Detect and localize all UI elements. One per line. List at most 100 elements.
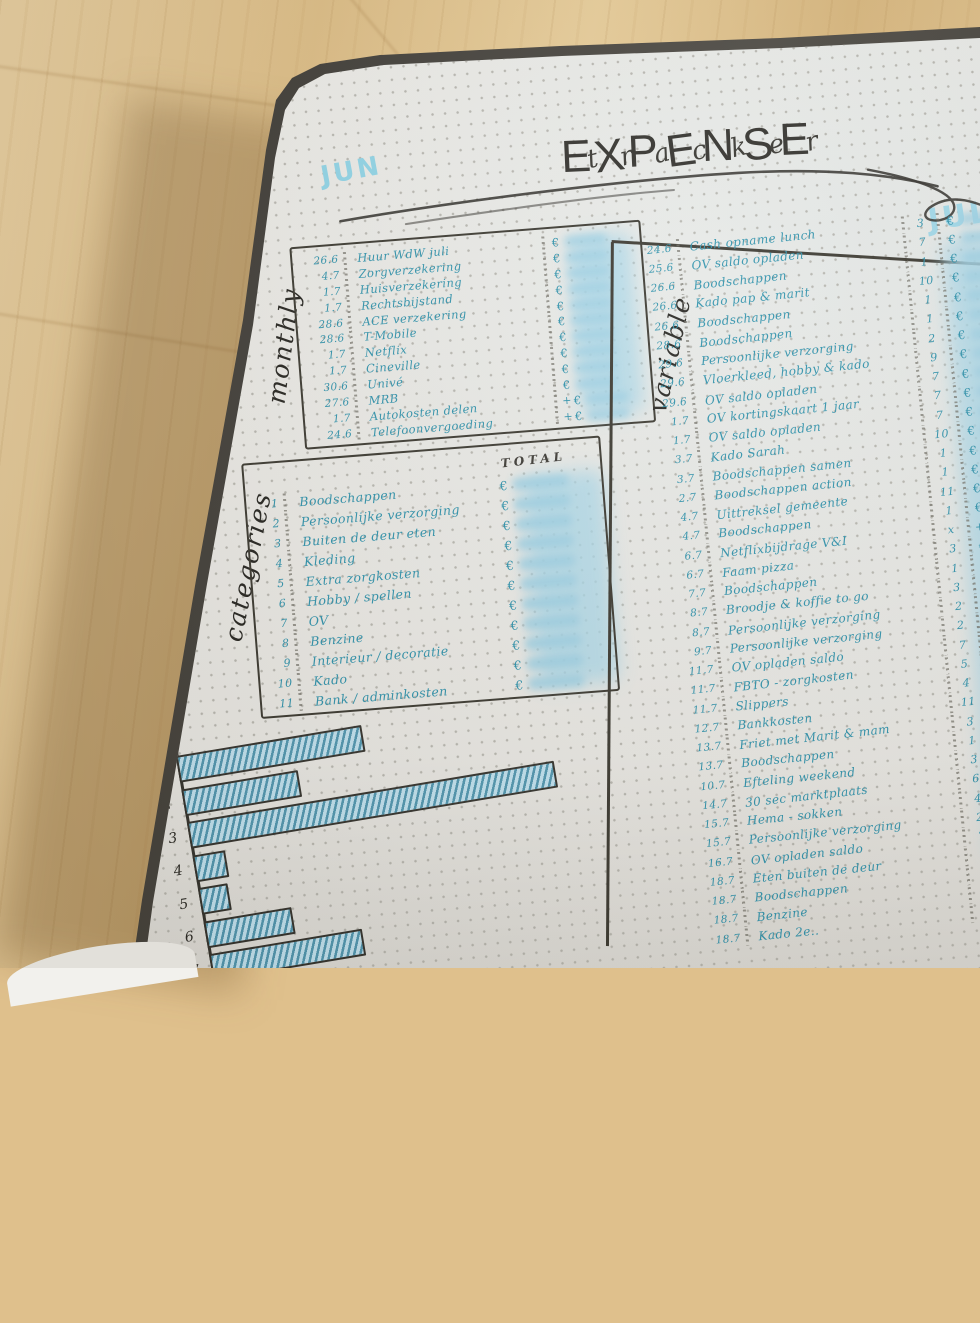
dotted-divider <box>544 268 548 282</box>
blurred-amount <box>963 249 980 264</box>
dotted-divider <box>929 504 934 521</box>
expense-date: 1.7 <box>311 412 352 427</box>
expense-date: 18.7 <box>698 874 735 890</box>
dotted-divider <box>964 848 969 865</box>
category-number: 10 <box>268 676 293 691</box>
dotted-divider <box>926 465 931 482</box>
blurred-amount <box>573 344 616 357</box>
expense-date: 16.7 <box>697 855 734 871</box>
dotted-divider <box>953 385 958 402</box>
expense-date: 24.6 <box>635 242 672 258</box>
euro-sign: € <box>510 617 520 633</box>
dotted-divider <box>958 791 963 808</box>
blurred-amount <box>569 297 612 310</box>
dotted-divider <box>697 450 702 467</box>
total-column-header: TOTAL <box>500 449 567 470</box>
blurred-amount <box>520 574 577 590</box>
dotted-divider <box>733 813 738 830</box>
euro-sign: € <box>965 405 974 420</box>
dotted-divider <box>545 284 549 298</box>
euro-sign: € <box>560 346 569 361</box>
euro-sign: € <box>951 270 960 285</box>
dotted-divider <box>546 300 550 314</box>
dotted-divider <box>955 404 960 421</box>
blurred-amount <box>516 514 573 530</box>
dotted-divider <box>906 274 911 291</box>
page-title: EtXrPaEcNkSeEr <box>403 99 975 196</box>
dotted-divider <box>905 255 910 272</box>
dotted-divider <box>949 695 954 712</box>
dotted-divider <box>970 906 975 923</box>
dotted-divider <box>962 829 967 846</box>
dotted-divider <box>552 379 556 393</box>
euro-sign: € <box>499 477 509 493</box>
category-number: 6 <box>262 596 287 611</box>
expense-date: 4.7 <box>299 269 340 284</box>
dotted-divider <box>355 410 359 424</box>
euro-sign: € <box>559 330 568 345</box>
variable-rows: 24.6 Cash opname lunch 3 € 25.6 OV saldo… <box>635 202 980 951</box>
expense-date: 13.7 <box>685 740 722 756</box>
expense-category-number: 4 <box>955 676 978 691</box>
expense-category-number: 1 <box>938 503 961 518</box>
dotted-divider <box>685 335 690 352</box>
expense-date: 1.7 <box>654 434 691 450</box>
dotted-divider <box>945 657 950 674</box>
expense-date: 11.7 <box>679 683 716 699</box>
dotted-divider <box>941 270 946 287</box>
expense-category-number: 10 <box>915 273 938 288</box>
category-number: 8 <box>265 636 290 651</box>
euro-sign: € <box>552 251 561 266</box>
dotted-divider <box>745 928 750 945</box>
expense-date: 10.7 <box>689 779 726 795</box>
dotted-divider <box>922 427 927 444</box>
expense-date: 1.7 <box>306 349 347 364</box>
expense-category-number: 2 <box>920 331 943 346</box>
chart-bar <box>198 883 232 915</box>
dotted-divider <box>722 699 727 716</box>
expense-date: 24.6 <box>312 428 353 443</box>
category-number: 11 <box>270 696 295 711</box>
blurred-amount <box>961 230 980 245</box>
expense-date: 7.7 <box>670 587 707 603</box>
dotted-divider <box>951 366 956 383</box>
dotted-divider <box>966 868 971 885</box>
dotted-divider <box>949 347 954 364</box>
dotted-divider <box>920 408 925 425</box>
expense-category-number: 1 <box>917 292 940 307</box>
expense-date: 11.7 <box>681 702 718 718</box>
expense-category-number: 4 <box>966 790 980 805</box>
expense-date: 1.7 <box>653 415 690 431</box>
euro-sign: € <box>974 500 980 515</box>
dotted-divider <box>550 347 554 361</box>
dotted-divider <box>687 354 692 371</box>
category-number: 3 <box>257 536 282 551</box>
expense-category-number: 1 <box>918 312 941 327</box>
dotted-divider <box>676 239 681 256</box>
blurred-amount <box>968 306 980 321</box>
dotted-divider <box>541 236 545 250</box>
expense-date: 12.7 <box>683 721 720 737</box>
euro-sign: € <box>556 298 565 313</box>
expense-date: 14.7 <box>691 798 728 814</box>
euro-sign: € <box>504 537 514 553</box>
dotted-divider <box>943 638 948 655</box>
expense-date: 18.7 <box>704 932 741 948</box>
euro-sign: € <box>512 637 522 653</box>
dotted-divider <box>347 299 351 313</box>
expense-category-number: 1 <box>913 254 936 269</box>
dotted-divider <box>726 737 731 754</box>
expense-category-number: 1 <box>932 446 955 461</box>
dotted-divider <box>956 772 961 789</box>
expense-date: 2.7 <box>660 491 697 507</box>
dotted-divider <box>551 363 555 377</box>
month-label-jun: JUN <box>318 151 384 192</box>
dotted-divider <box>976 615 980 632</box>
blurred-amount <box>512 474 569 490</box>
dotted-divider <box>727 756 732 773</box>
dotted-divider <box>290 593 294 611</box>
expense-category-number: x <box>940 522 963 537</box>
expense-date: 29.6 <box>651 395 688 411</box>
expense-date: 9.7 <box>675 644 712 660</box>
dotted-divider <box>941 619 946 636</box>
